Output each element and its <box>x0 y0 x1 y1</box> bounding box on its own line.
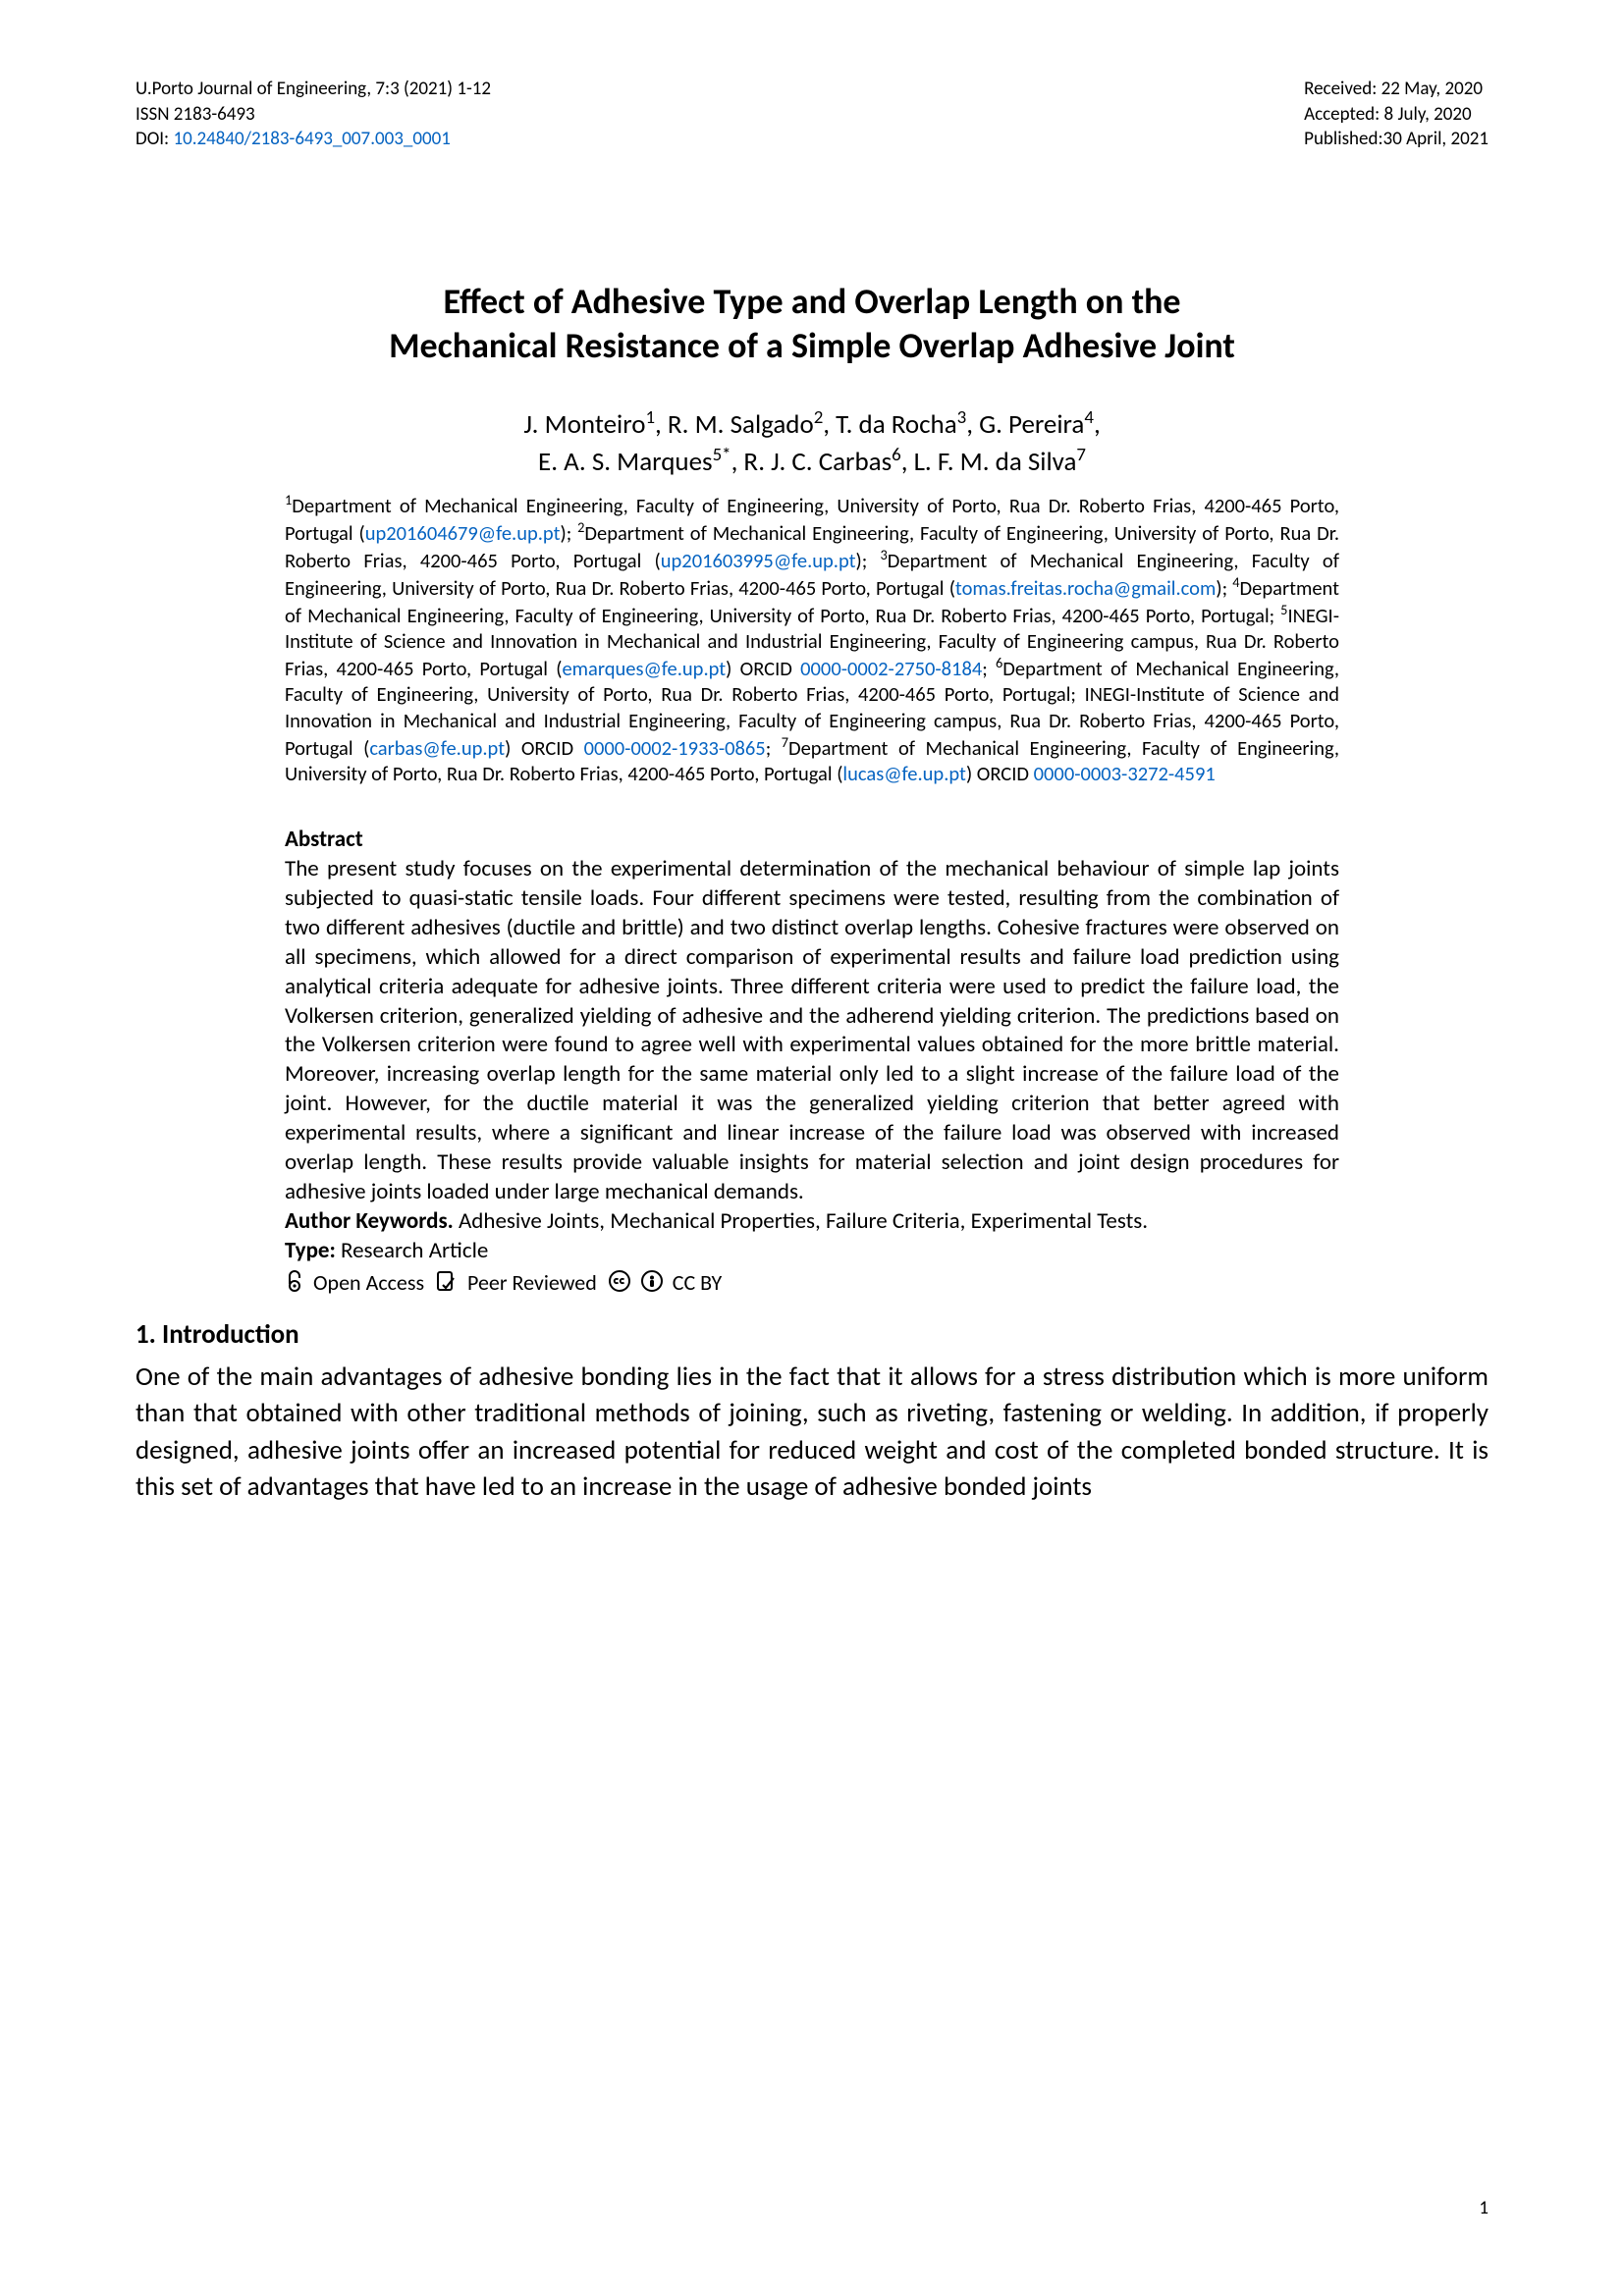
aff-sup-7: 7 <box>782 733 788 751</box>
open-access-icon <box>285 1268 304 1302</box>
aff-sep-6b: ; <box>766 735 782 761</box>
aff-email-3[interactable]: tomas.freitas.rocha@gmail.com <box>955 575 1216 601</box>
article-title: Effect of Adhesive Type and Overlap Leng… <box>255 280 1369 368</box>
author-4-sup: 4 <box>1084 406 1094 429</box>
author-2: R. M. Salgado <box>668 408 814 441</box>
author-list: J. Monteiro1, R. M. Salgado2, T. da Roch… <box>0 405 1624 481</box>
aff-sep-7a: ) ORCID <box>966 761 1034 786</box>
aff-email-6[interactable]: carbas@fe.up.pt <box>369 735 505 761</box>
aff-sep-3: ); <box>1216 575 1232 601</box>
author-7: L. F. M. da Silva <box>914 446 1077 478</box>
author-3: T. da Rocha <box>836 408 957 441</box>
author-4: G. Pereira <box>979 408 1084 441</box>
author-5-sup: 5* <box>713 444 731 466</box>
aff-sep-5a: ) ORCID <box>726 656 800 681</box>
affiliations: 1Department of Mechanical Engineering, F… <box>285 491 1339 786</box>
author-5: E. A. S. Marques <box>538 446 713 478</box>
author-2-sup: 2 <box>814 406 824 429</box>
aff-orcid-7[interactable]: 0000-0003-3272-4591 <box>1034 761 1216 786</box>
page-number: 1 <box>1479 2197 1489 2219</box>
abstract-body: The present study focuses on the experim… <box>285 855 1339 1207</box>
aff-orcid-6[interactable]: 0000-0002-1933-0865 <box>584 735 766 761</box>
abstract-heading: Abstract <box>285 826 1339 855</box>
keywords-line: Author Keywords. Adhesive Joints, Mechan… <box>285 1207 1339 1237</box>
open-access-label: Open Access <box>313 1269 424 1296</box>
aff-email-5[interactable]: emarques@fe.up.pt <box>562 656 726 681</box>
section-1-heading: 1. Introduction <box>135 1318 1489 1351</box>
aff-email-1[interactable]: up201604679@fe.up.pt <box>365 520 561 546</box>
aff-sep-6a: ) ORCID <box>505 735 584 761</box>
header-right: Received: 22 May, 2020 Accepted: 8 July,… <box>1304 77 1489 152</box>
header-left: U.Porto Journal of Engineering, 7:3 (202… <box>135 77 491 152</box>
aff-email-7[interactable]: lucas@fe.up.pt <box>842 761 966 786</box>
author-1-sup: 1 <box>645 406 655 429</box>
peer-reviewed-label: Peer Reviewed <box>467 1269 597 1296</box>
type-label: Type: <box>285 1237 341 1264</box>
type-value: Research Article <box>341 1237 488 1264</box>
doi-line: DOI: 10.24840/2183-6493_007.003_0001 <box>135 127 491 152</box>
author-1: J. Monteiro <box>523 408 645 441</box>
aff-sup-4: 4 <box>1232 573 1239 591</box>
received-date: Received: 22 May, 2020 <box>1304 77 1489 102</box>
keywords-value: Adhesive Joints, Mechanical Properties, … <box>459 1207 1148 1235</box>
aff-orcid-5[interactable]: 0000-0002-2750-8184 <box>800 656 982 681</box>
title-line-1: Effect of Adhesive Type and Overlap Leng… <box>443 280 1180 323</box>
badges-line: Open Access Peer Reviewed CC BY <box>285 1268 1339 1302</box>
keywords-label: Author Keywords. <box>285 1207 459 1235</box>
section-1-body: One of the main advantages of adhesive b… <box>135 1359 1489 1505</box>
author-3-sup: 3 <box>957 406 967 429</box>
doi-label: DOI: <box>135 128 173 150</box>
page-header: U.Porto Journal of Engineering, 7:3 (202… <box>0 0 1624 152</box>
aff-sep-1: ); <box>560 520 577 546</box>
author-7-sup: 7 <box>1076 444 1086 466</box>
accepted-date: Accepted: 8 July, 2020 <box>1304 102 1489 128</box>
cc-icon <box>608 1269 631 1301</box>
journal-line: U.Porto Journal of Engineering, 7:3 (202… <box>135 77 491 102</box>
author-6-sup: 6 <box>892 444 901 466</box>
author-6: R. J. C. Carbas <box>743 446 892 478</box>
aff-sep-5b: ; <box>982 656 996 681</box>
title-line-2: Mechanical Resistance of a Simple Overla… <box>389 324 1235 367</box>
issn-line: ISSN 2183-6493 <box>135 102 491 128</box>
peer-reviewed-icon <box>435 1269 459 1301</box>
doi-link[interactable]: 10.24840/2183-6493_007.003_0001 <box>173 128 450 150</box>
published-date: Published:30 April, 2021 <box>1304 127 1489 152</box>
aff-sup-3: 3 <box>881 546 888 563</box>
aff-email-2[interactable]: up201603995@fe.up.pt <box>661 548 856 573</box>
cc-by-label: CC BY <box>673 1269 723 1296</box>
title-block: Effect of Adhesive Type and Overlap Leng… <box>0 280 1624 481</box>
abstract-block: Abstract The present study focuses on th… <box>285 826 1339 1301</box>
by-icon <box>640 1269 664 1301</box>
aff-sep-2: ); <box>856 548 881 573</box>
type-line: Type: Research Article <box>285 1237 1339 1266</box>
